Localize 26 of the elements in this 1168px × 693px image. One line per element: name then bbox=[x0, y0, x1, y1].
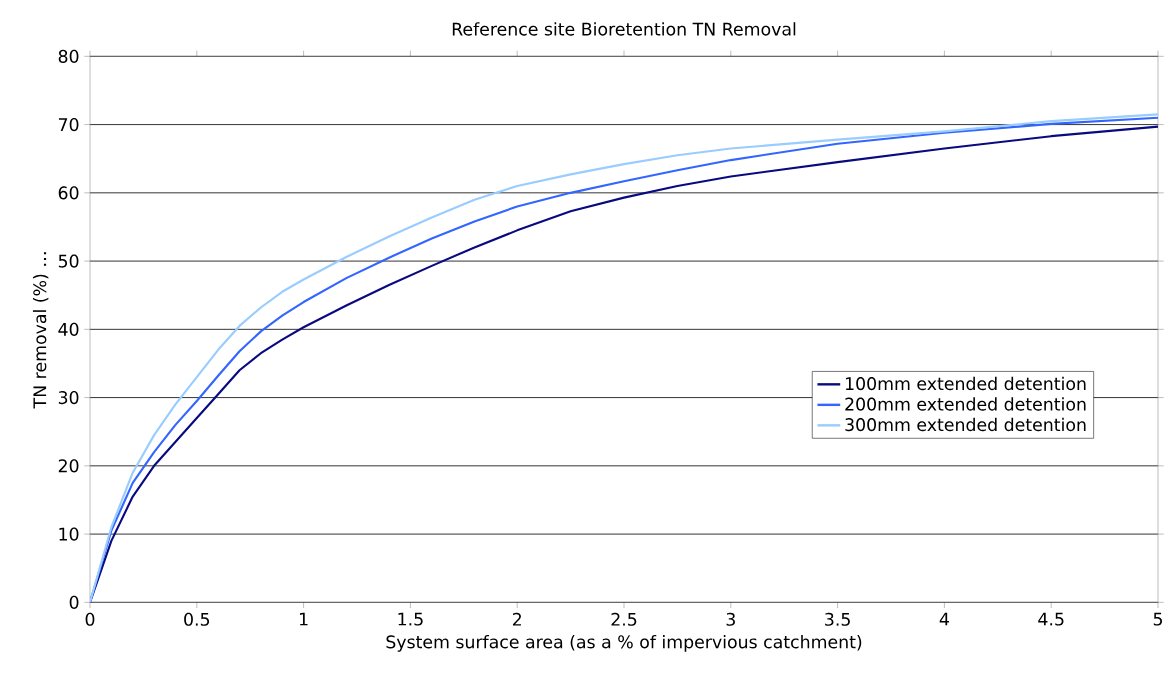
y-axis-title: TN removal (%) … bbox=[32, 252, 49, 409]
x-tick-label: 5 bbox=[1153, 612, 1162, 626]
x-tick-label: 2 bbox=[512, 612, 521, 626]
x-tick-label: 4 bbox=[939, 612, 949, 626]
y-tick-label: 30 bbox=[58, 391, 79, 405]
y-tick-label: 40 bbox=[58, 322, 79, 336]
x-tick-label: 2.5 bbox=[611, 612, 637, 626]
legend-label: 300mm extended detention bbox=[845, 417, 1086, 432]
y-tick-label: 20 bbox=[58, 459, 79, 473]
y-tick-label: 0 bbox=[69, 595, 79, 609]
y-tick-label: 70 bbox=[58, 118, 79, 132]
x-tick-label: 0.5 bbox=[184, 612, 210, 626]
x-tick-label: 1.5 bbox=[398, 612, 423, 626]
legend-label: 200mm extended detention bbox=[845, 397, 1086, 411]
x-tick-label: 4.5 bbox=[1038, 612, 1064, 626]
chart-title: Reference site Bioretention TN Removal bbox=[452, 22, 796, 36]
y-tick-label: 80 bbox=[58, 49, 79, 63]
y-tick-label: 60 bbox=[58, 186, 79, 200]
y-tick-label: 50 bbox=[58, 254, 79, 268]
x-tick-label: 3.5 bbox=[825, 612, 850, 626]
x-tick-label: 3 bbox=[726, 612, 735, 626]
x-tick-label: 0 bbox=[85, 612, 95, 626]
y-tick-label: 10 bbox=[59, 527, 79, 541]
x-tick-label: 1 bbox=[299, 612, 308, 626]
x-axis-title: System surface area (as a % of impervious catchment) bbox=[386, 634, 862, 652]
legend-label: 100mm extended detention bbox=[845, 376, 1086, 391]
